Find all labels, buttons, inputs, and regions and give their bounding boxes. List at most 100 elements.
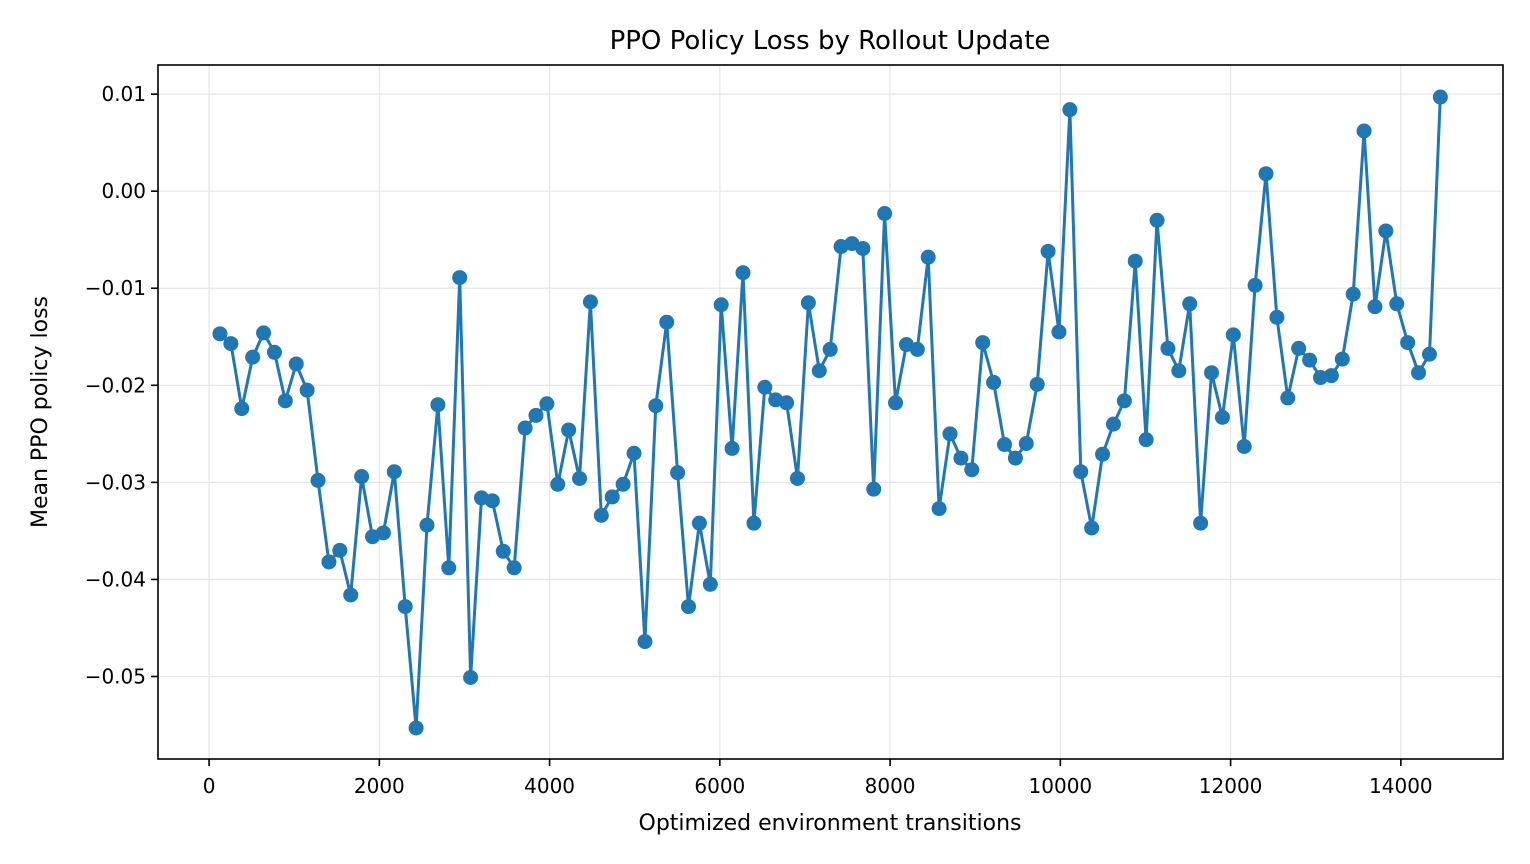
data-point (550, 476, 566, 492)
data-point (1149, 212, 1165, 228)
x-axis-label: Optimized environment transitions (639, 811, 1022, 836)
data-point (1411, 365, 1427, 381)
data-point (1138, 432, 1154, 448)
data-point (561, 422, 577, 438)
data-point (1018, 436, 1034, 452)
data-point (986, 374, 1002, 390)
data-point (648, 398, 664, 414)
data-point (245, 349, 261, 365)
x-tick-label: 12000 (1199, 774, 1263, 798)
data-point (288, 356, 304, 372)
data-point (593, 507, 609, 523)
data-point (1062, 102, 1078, 118)
y-axis-label: Mean PPO policy loss (28, 296, 53, 528)
data-point (855, 240, 871, 256)
data-point (1051, 324, 1067, 340)
data-point (354, 469, 370, 485)
data-point (299, 382, 315, 398)
data-point (964, 462, 980, 478)
data-point (495, 543, 511, 559)
data-point (604, 489, 620, 505)
data-point (1007, 450, 1023, 466)
data-point (1029, 376, 1045, 392)
data-point (626, 445, 642, 461)
data-point (713, 297, 729, 313)
y-tick-label: −0.01 (85, 276, 146, 300)
data-point (1389, 296, 1405, 312)
data-point (234, 401, 250, 417)
x-tick-label: 8000 (865, 774, 916, 798)
data-point (582, 294, 598, 310)
x-tick-label: 14000 (1369, 774, 1433, 798)
data-point (1269, 309, 1285, 325)
data-point (1367, 299, 1383, 315)
data-point (691, 515, 707, 531)
data-point (1160, 340, 1176, 356)
data-point (779, 395, 795, 411)
data-point (1193, 515, 1209, 531)
data-point (1247, 277, 1263, 293)
data-point (757, 379, 773, 395)
data-point (277, 393, 293, 409)
series (212, 89, 1448, 736)
chart-title: PPO Policy Loss by Rollout Update (610, 26, 1051, 56)
data-point (1400, 335, 1416, 351)
data-point (920, 249, 936, 265)
y-tick-label: −0.02 (85, 373, 146, 397)
x-tick-label: 2000 (354, 774, 405, 798)
data-point (256, 325, 272, 341)
data-point (539, 396, 555, 412)
data-point (452, 270, 468, 286)
data-point (1182, 296, 1198, 312)
data-point (375, 525, 391, 541)
data-point (1345, 286, 1361, 302)
data-point (1421, 346, 1437, 362)
y-tick-label: −0.03 (85, 470, 146, 494)
data-point (1127, 253, 1143, 269)
data-point (702, 576, 718, 592)
data-point (484, 493, 500, 509)
axis-ticks: 0 2000 4000 6000 8000 10000 12000 14000 0.01 0.00… (85, 82, 1433, 798)
data-point (1334, 351, 1350, 367)
grid (158, 65, 1503, 759)
data-point (310, 472, 326, 488)
data-point (822, 341, 838, 357)
data-point (1323, 368, 1339, 384)
data-point (1280, 390, 1296, 406)
y-tick-label: −0.04 (85, 567, 146, 591)
x-tick-label: 0 (203, 774, 216, 798)
data-point (1204, 365, 1220, 381)
data-point (1040, 243, 1056, 259)
data-point (1236, 438, 1252, 454)
x-tick-label: 6000 (694, 774, 745, 798)
data-point (800, 295, 816, 311)
data-point (1258, 166, 1274, 182)
data-point (953, 450, 969, 466)
data-point (1171, 363, 1187, 379)
data-point (419, 517, 435, 533)
data-point (1084, 520, 1100, 536)
data-point (321, 554, 337, 570)
data-point (1073, 464, 1089, 480)
data-point (866, 481, 882, 497)
data-point (506, 560, 522, 576)
data-point (996, 437, 1012, 453)
data-point (1105, 416, 1121, 432)
data-point (332, 542, 348, 558)
data-point (1356, 123, 1372, 139)
data-point (223, 336, 239, 352)
data-point (724, 440, 740, 456)
data-point (397, 599, 413, 615)
data-point (1432, 89, 1448, 105)
data-point (517, 420, 533, 436)
data-point (735, 265, 751, 281)
data-point (746, 515, 762, 531)
data-point (408, 720, 424, 736)
y-tick-label: 0.01 (101, 82, 146, 106)
data-point (670, 465, 686, 481)
data-point (1214, 409, 1230, 425)
data-point (931, 501, 947, 517)
data-point (1291, 340, 1307, 356)
